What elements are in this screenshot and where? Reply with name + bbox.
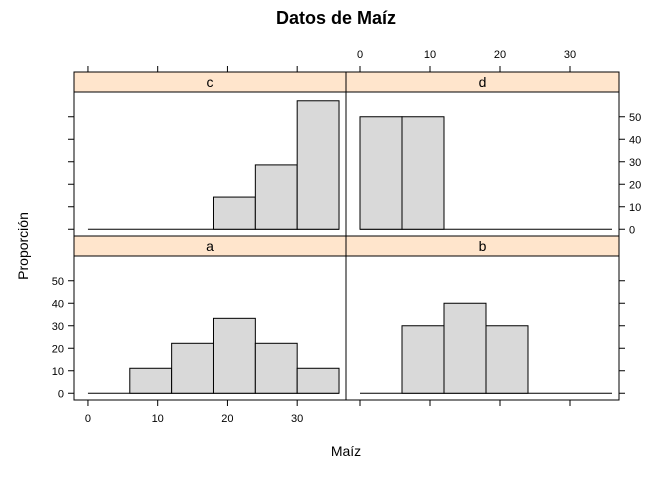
bar-c-4 [254, 164, 298, 230]
panel-a: a [73, 235, 347, 394]
bar-c-3 [212, 196, 256, 230]
x-tick-label-bottom: 20 [221, 413, 233, 425]
bar-a-1 [129, 367, 173, 394]
bar-c-5 [296, 100, 340, 230]
y-tick-label-left: 30 [52, 321, 64, 333]
panel-b: b [345, 235, 620, 394]
x-tick-label-bottom: 10 [152, 413, 164, 425]
y-tick-label-right: 30 [629, 157, 641, 169]
bar-a-5 [296, 367, 340, 394]
bar-b-3 [485, 325, 529, 394]
bar-a-2 [171, 342, 214, 394]
strip-label-d: d [479, 74, 487, 90]
bar-d-1 [401, 116, 445, 230]
bar-b-1 [401, 325, 445, 394]
bar-b-2 [443, 302, 487, 394]
x-tick-label-bottom: 0 [85, 413, 91, 425]
strip-label-b: b [479, 238, 487, 254]
strip-label-c: c [207, 74, 214, 90]
panel-c: c [73, 71, 347, 230]
y-tick-label-right: 10 [629, 202, 641, 214]
x-tick-label-top: 0 [357, 49, 363, 61]
y-tick-label-right: 50 [629, 112, 641, 124]
chart-title: Datos de Maíz [276, 8, 396, 28]
y-tick-label-right: 0 [629, 224, 635, 236]
bar-a-4 [254, 342, 298, 394]
y-tick-label-left: 0 [58, 388, 64, 400]
x-tick-label-top: 10 [424, 49, 436, 61]
x-tick-label-top: 30 [564, 49, 576, 61]
y-tick-label-left: 10 [52, 366, 64, 378]
x-axis-label: Maíz [331, 443, 361, 459]
x-tick-label-bottom: 30 [291, 413, 303, 425]
strip-label-a: a [206, 238, 214, 254]
y-tick-label-right: 20 [629, 179, 641, 191]
panel-d: d [345, 71, 620, 230]
panels-group: a b c d 0 0 10 10 20 20 30 30 0 0 10 10 20 20 30 30 40 40 50 50 [52, 49, 642, 425]
bar-d-0 [359, 116, 403, 230]
y-tick-label-right: 40 [629, 134, 641, 146]
y-axis-label: Proporción [15, 212, 31, 280]
y-tick-label-left: 50 [52, 276, 64, 288]
y-tick-label-left: 20 [52, 343, 64, 355]
y-tick-label-left: 40 [52, 298, 64, 310]
bar-a-3 [212, 317, 256, 394]
x-tick-label-top: 20 [494, 49, 506, 61]
